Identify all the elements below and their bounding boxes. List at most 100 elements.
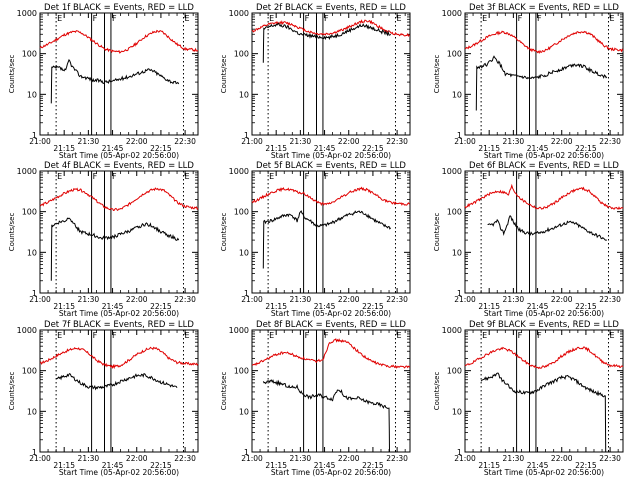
x-tick-label: 21:45 (527, 461, 549, 470)
panel-title: Det 5f BLACK = Events, RED = LLD (256, 161, 406, 171)
lld-series-line (464, 346, 624, 370)
y-tick-label: 100 (447, 367, 462, 376)
marker-label: F (112, 14, 117, 23)
events-series-line (50, 217, 180, 281)
y-tick-label: 1 (32, 131, 37, 140)
marker-label: F (112, 331, 117, 340)
y-tick-label: 1000 (17, 9, 37, 18)
x-tick-label: 22:15 (150, 302, 172, 311)
x-tick-label: 22:15 (575, 144, 597, 153)
marker-label: F (93, 331, 98, 340)
x-tick-label: 21:00 (241, 295, 263, 304)
x-tick-label: 21:45 (314, 461, 336, 470)
x-axis-label: Start Time (05-Apr-02 20:56:00) (484, 468, 604, 477)
x-tick-label: 22:00 (338, 295, 360, 304)
y-axis-label: Counts/sec (433, 213, 441, 252)
y-tick-label: 100 (234, 50, 249, 59)
panel-5: Det 5f BLACK = Events, RED = LLD 1 10 100 10… (220, 161, 411, 318)
panel-title: Det 1f BLACK = Events, RED = LLD (44, 3, 194, 13)
plot-frame (39, 170, 199, 294)
x-tick-label: 22:00 (126, 454, 148, 463)
plot-frame (39, 329, 199, 453)
x-tick-label: 22:00 (551, 137, 573, 146)
x-tick-label: 22:15 (575, 302, 597, 311)
panel-title: Det 6f BLACK = Events, RED = LLD (469, 161, 619, 171)
x-axis-label: Start Time (05-Apr-02 20:56:00) (59, 468, 179, 477)
x-tick-label: 22:30 (386, 137, 408, 146)
marker-label: E (396, 14, 401, 23)
marker-label: F (518, 172, 523, 181)
x-tick-label: 21:30 (503, 454, 525, 463)
events-series-line (262, 210, 392, 269)
x-tick-label: 21:15 (478, 461, 500, 470)
x-tick-label: 22:30 (174, 454, 196, 463)
x-tick-label: 22:30 (174, 295, 196, 304)
marker-label: E (269, 331, 274, 340)
x-tick-label: 22:00 (126, 137, 148, 146)
x-tick-label: 21:15 (265, 302, 287, 311)
y-tick-label: 1 (32, 448, 37, 457)
marker-label: F (305, 331, 310, 340)
y-axis-label: Counts/sec (8, 372, 16, 411)
y-tick-label: 1000 (442, 167, 462, 176)
panel-title: Det 3f BLACK = Events, RED = LLD (469, 3, 619, 13)
x-tick-label: 21:00 (454, 454, 476, 463)
panel-7: Det 7f BLACK = Events, RED = LLD 1 10 100 10… (8, 320, 199, 477)
x-tick-label: 21:15 (53, 461, 75, 470)
panel-2: Det 2f BLACK = Events, RED = LLD 1 10 100 10… (220, 3, 411, 160)
x-tick-label: 21:30 (290, 454, 312, 463)
x-tick-label: 22:15 (362, 302, 384, 311)
events-series-line (262, 22, 392, 63)
x-tick-label: 22:00 (551, 295, 573, 304)
y-tick-label: 1 (244, 448, 249, 457)
x-axis-label: Start Time (05-Apr-02 20:56:00) (59, 309, 179, 318)
x-axis-label: Start Time (05-Apr-02 20:56:00) (484, 309, 604, 318)
marker-label: E (482, 14, 487, 23)
x-tick-label: 22:30 (386, 295, 408, 304)
panel-1: Det 1f BLACK = Events, RED = LLD 1 10 100 10… (8, 3, 199, 160)
y-axis-label: Counts/sec (8, 55, 16, 94)
panel-title: Det 7f BLACK = Events, RED = LLD (44, 320, 194, 330)
y-tick-label: 1 (457, 289, 462, 298)
y-tick-label: 1000 (229, 167, 249, 176)
y-axis-label: Counts/sec (220, 55, 228, 94)
marker-label: E (609, 14, 614, 23)
x-tick-label: 21:00 (454, 137, 476, 146)
panel-9: Det 9f BLACK = Events, RED = LLD 1 10 100 10… (433, 320, 624, 477)
y-tick-label: 1000 (17, 326, 37, 335)
panel-6: Det 6f BLACK = Events, RED = LLD 1 10 100 10… (433, 161, 624, 318)
marker-label: F (324, 331, 329, 340)
plot-frame (251, 329, 411, 453)
x-tick-label: 22:15 (575, 461, 597, 470)
y-tick-label: 1 (244, 289, 249, 298)
marker-label: F (537, 331, 542, 340)
lld-series-line (39, 29, 199, 54)
y-tick-label: 1000 (442, 326, 462, 335)
y-tick-label: 1000 (442, 9, 462, 18)
x-tick-label: 22:15 (150, 144, 172, 153)
lld-series-line (39, 346, 199, 370)
marker-label: E (57, 14, 62, 23)
panel-title: Det 4f BLACK = Events, RED = LLD (44, 161, 194, 171)
y-tick-label: 1 (244, 131, 249, 140)
x-tick-label: 22:00 (551, 454, 573, 463)
x-tick-label: 22:15 (150, 461, 172, 470)
x-tick-label: 22:00 (338, 137, 360, 146)
plot-frame (464, 170, 624, 294)
y-tick-label: 10 (452, 248, 462, 257)
x-axis-label: Start Time (05-Apr-02 20:56:00) (271, 309, 391, 318)
x-tick-label: 21:30 (503, 295, 525, 304)
y-tick-label: 100 (22, 208, 37, 217)
plot-frame (251, 12, 411, 136)
events-series-line (262, 379, 390, 453)
events-series-line (487, 215, 607, 241)
x-tick-label: 21:30 (78, 454, 100, 463)
y-tick-label: 100 (447, 208, 462, 217)
x-tick-label: 21:30 (290, 137, 312, 146)
marker-label: F (93, 172, 98, 181)
x-tick-label: 21:00 (241, 454, 263, 463)
marker-label: E (184, 14, 189, 23)
x-tick-label: 21:00 (29, 137, 51, 146)
x-tick-label: 22:30 (174, 137, 196, 146)
